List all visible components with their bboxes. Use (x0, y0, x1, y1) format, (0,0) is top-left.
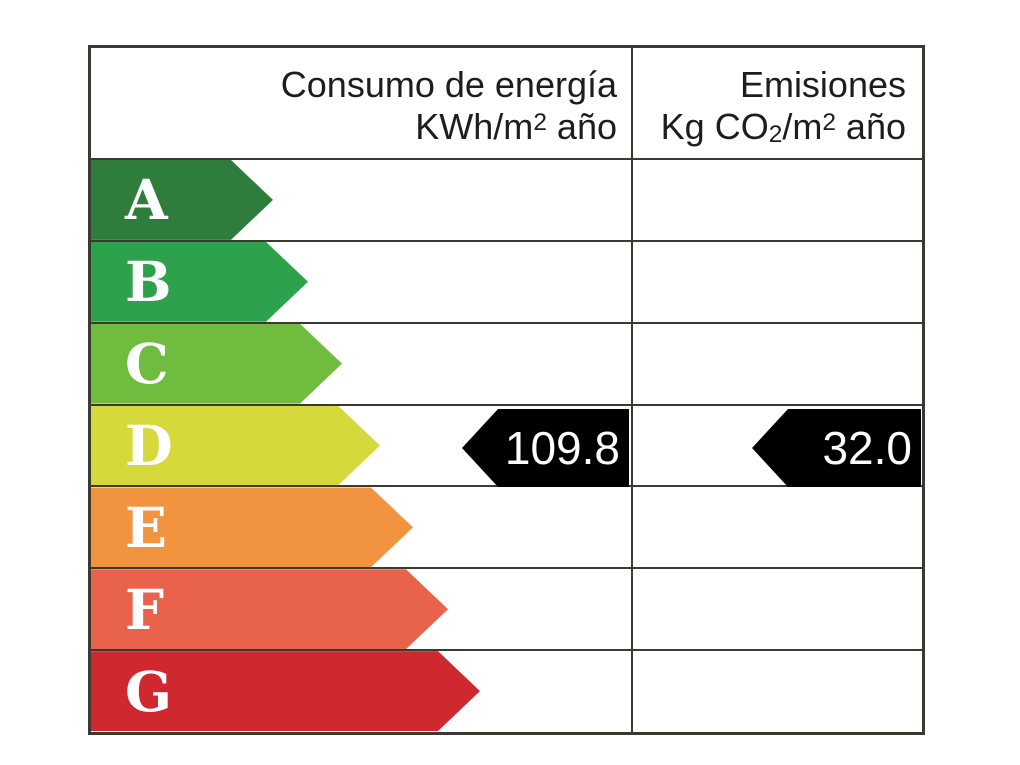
rating-letter-d: D (125, 413, 173, 478)
rating-row-f: F (91, 569, 922, 652)
rating-row-c: C (91, 323, 922, 406)
rating-arrow-d: D (91, 406, 380, 486)
rating-arrow-e: E (91, 487, 413, 567)
emissions-value-arrow: 32.0 (752, 409, 921, 487)
consumption-column-header: Consumo de energía KWh/m2 año (91, 48, 631, 158)
rating-row-a: A (91, 160, 922, 242)
consumption-header-line2: KWh/m2 año (415, 105, 617, 147)
emissions-header-line2: Kg CO2/m2 año (660, 105, 906, 148)
consumption-value: 109.8 (504, 422, 620, 474)
rating-arrow-c: C (91, 324, 342, 404)
rating-arrow-g: G (91, 651, 480, 731)
emissions-column-header: Emisiones Kg CO2/m2 año (633, 48, 922, 158)
rating-arrow-a: A (91, 160, 273, 240)
rating-row-g: G (91, 651, 922, 732)
rating-arrow-f: F (91, 569, 448, 649)
rating-letter-a: A (125, 167, 168, 233)
emissions-header-line1: Emisiones (739, 63, 906, 105)
rating-letter-b: B (125, 249, 172, 315)
column-divider (631, 48, 633, 732)
subscript-2: 2 (768, 120, 783, 148)
rating-row-b: B (91, 241, 922, 324)
superscript-2: 2 (533, 108, 547, 136)
energy-rating-table: Consumo de energía KWh/m2 año Emisiones … (88, 45, 925, 735)
rating-letter-f: F (125, 576, 165, 642)
table-header: Consumo de energía KWh/m2 año Emisiones … (91, 48, 922, 160)
rating-letter-c: C (125, 331, 169, 397)
rating-letter-g: G (125, 658, 172, 724)
rating-row-e: E (91, 487, 922, 570)
superscript-2: 2 (822, 108, 836, 136)
consumption-header-line1: Consumo de energía (280, 63, 617, 105)
rating-arrow-b: B (91, 242, 308, 322)
rating-letter-e: E (125, 494, 167, 560)
consumption-value-arrow: 109.8 (462, 409, 629, 487)
emissions-value: 32.0 (822, 422, 912, 474)
